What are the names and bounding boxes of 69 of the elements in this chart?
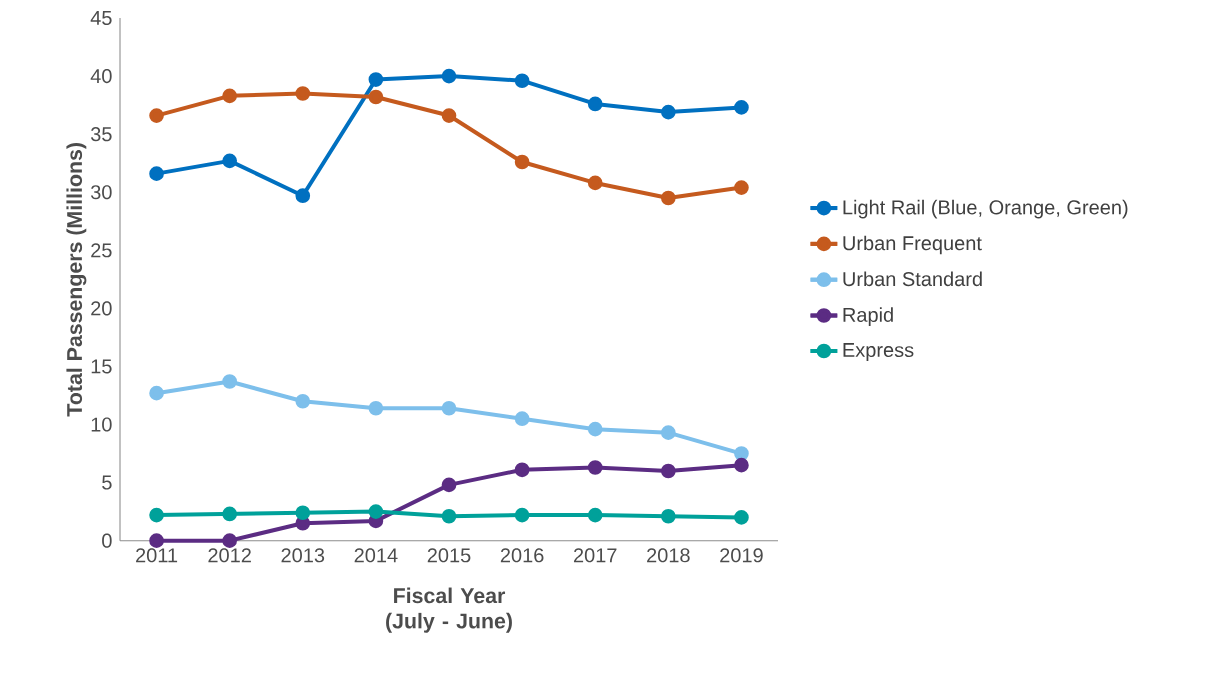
- point: [587, 507, 603, 523]
- point: [368, 89, 384, 105]
- x-tick-label: 2017: [573, 548, 617, 563]
- point: [222, 533, 237, 549]
- point: [514, 507, 530, 523]
- point: [295, 188, 311, 204]
- point: [587, 175, 603, 191]
- x-tick-label: 2018: [647, 548, 690, 563]
- x-tick-label: 2013: [281, 548, 325, 563]
- point: [295, 86, 311, 101]
- x-tick-label: 2012: [208, 548, 251, 563]
- point: [441, 477, 457, 493]
- y-tick-label: 10: [91, 417, 112, 432]
- point: [222, 153, 237, 169]
- point: [222, 506, 237, 522]
- legend-label: Urban Standard: [843, 271, 982, 287]
- point: [295, 394, 311, 409]
- point: [368, 401, 384, 416]
- y-axis-title: Total Passengers (Millions): [66, 143, 87, 417]
- point: [149, 108, 164, 124]
- point: [587, 460, 603, 475]
- point: [441, 509, 457, 524]
- y-tick-label: 15: [91, 359, 112, 374]
- point: [587, 422, 603, 437]
- y-tick-label: 40: [90, 69, 112, 84]
- point: [514, 154, 530, 170]
- point: [149, 533, 164, 549]
- legend-label: Rapid: [843, 307, 893, 327]
- point: [441, 68, 457, 84]
- point: [222, 374, 237, 390]
- point: [661, 190, 676, 206]
- point: [661, 463, 676, 479]
- x-axis-title: Fiscal Year (July - June): [386, 587, 512, 633]
- y-tick-label: 5: [102, 475, 112, 490]
- point: [368, 504, 384, 520]
- point: [661, 509, 676, 524]
- point: [734, 458, 749, 473]
- point: [149, 166, 164, 182]
- x-tick-label: 2015: [427, 548, 471, 563]
- x-tick-label: 2019: [720, 548, 763, 563]
- x-tick-label: 2016: [500, 548, 544, 563]
- point: [441, 401, 457, 416]
- point: [149, 507, 164, 523]
- y-tick-label: 25: [91, 243, 112, 258]
- y-tick-label: 20: [91, 301, 112, 316]
- x-tick-label: 2011: [136, 548, 178, 563]
- point: [661, 104, 676, 120]
- y-tick-label: 35: [90, 127, 112, 142]
- x-tick-label: 2014: [354, 548, 398, 563]
- y-tick-label: 45: [90, 11, 112, 26]
- legend-label: Urban Frequent: [843, 235, 982, 255]
- point: [514, 73, 530, 89]
- legend-label: Express: [843, 343, 914, 362]
- point: [587, 96, 603, 112]
- point: [661, 425, 676, 441]
- legend-label: Light Rail (Blue, Orange, Green): [843, 199, 1128, 219]
- point: [149, 385, 164, 401]
- point: [514, 411, 530, 427]
- point: [734, 180, 749, 196]
- y-tick-label: 0: [102, 533, 112, 548]
- y-tick-label: 30: [90, 185, 112, 200]
- point: [368, 72, 384, 88]
- point: [734, 446, 749, 462]
- point: [295, 505, 311, 521]
- point: [441, 108, 457, 124]
- point: [734, 100, 749, 115]
- point: [514, 462, 530, 478]
- point: [222, 88, 237, 104]
- point: [734, 510, 749, 525]
